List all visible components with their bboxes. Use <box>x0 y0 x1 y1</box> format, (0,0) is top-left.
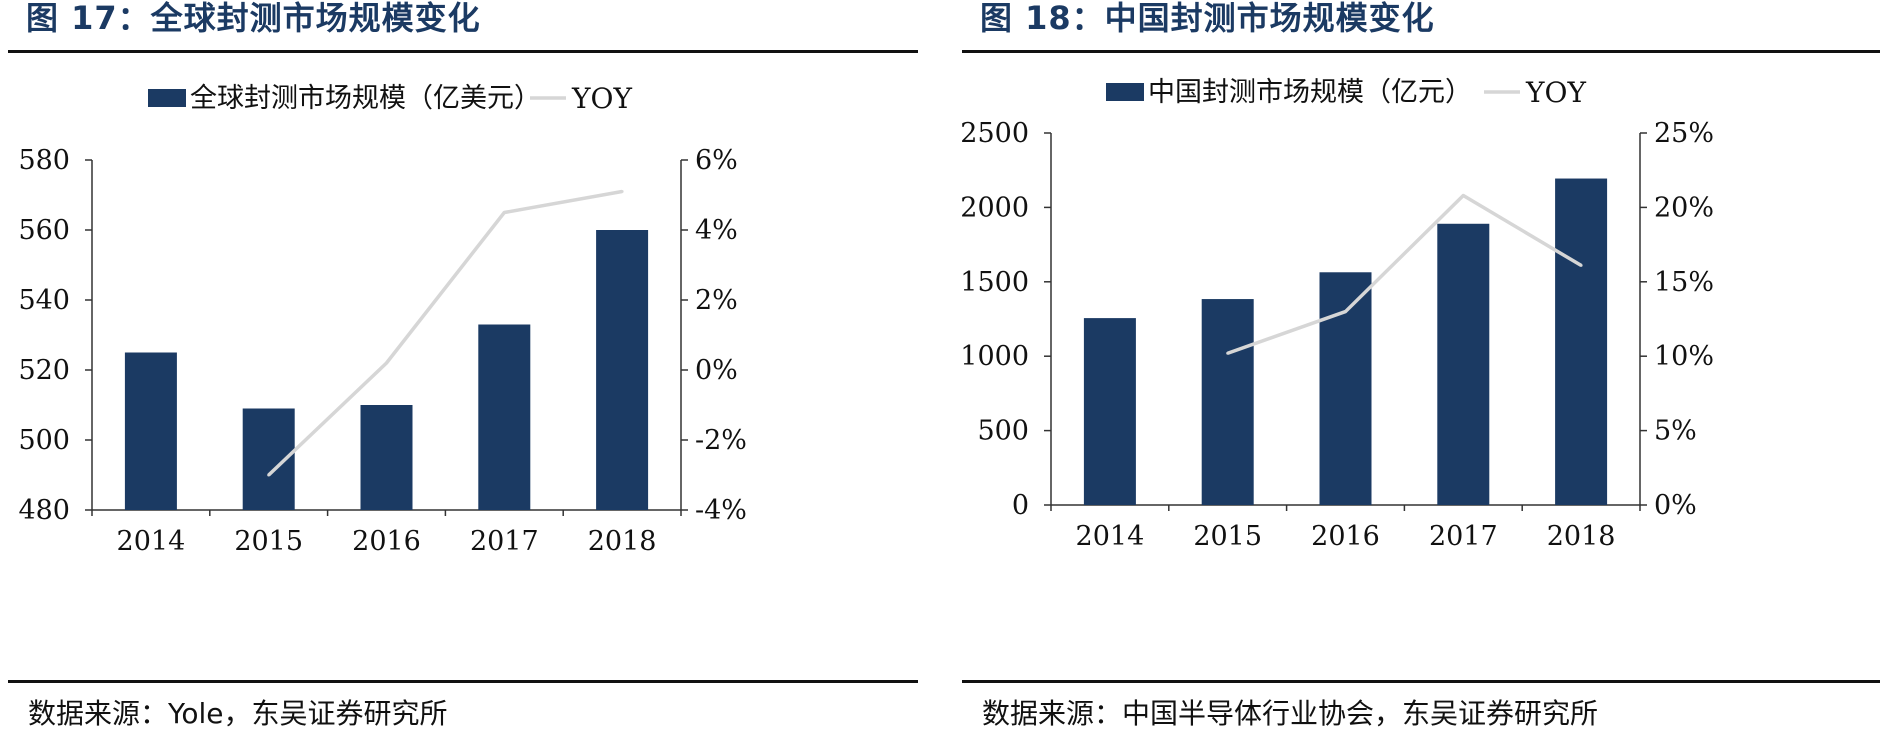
y2-tick-label: 4% <box>695 215 738 246</box>
x-tick-label: 2015 <box>1193 521 1262 552</box>
bar-2018 <box>1555 178 1608 505</box>
y2-tick-label: 25% <box>1654 118 1714 149</box>
title-rule <box>8 50 918 53</box>
bar-2017 <box>1437 223 1490 505</box>
yoy-point <box>502 211 506 214</box>
yoy-point <box>1226 351 1230 355</box>
yoy-point <box>620 190 624 193</box>
x-tick-label: 2014 <box>117 526 186 557</box>
y2-tick-label: -4% <box>695 495 747 526</box>
y-tick-label: 0 <box>1012 490 1029 521</box>
y-tick-label: 580 <box>18 145 70 176</box>
y2-tick-label: 0% <box>695 355 738 386</box>
y-tick-label: 540 <box>18 285 70 316</box>
legend-bar-swatch <box>148 89 186 107</box>
yoy-line <box>1227 193 1582 355</box>
y2-tick-label: 15% <box>1654 267 1714 298</box>
bar-2016 <box>1319 272 1372 505</box>
figure-title: 图 17：全球封测市场规模变化 <box>26 0 481 37</box>
source-note: 数据来源：Yole，东吴证券研究所 <box>28 697 448 730</box>
yoy-line <box>267 189 623 477</box>
legend-line-label: YOY <box>1525 76 1586 109</box>
x-tick-label: 2014 <box>1076 521 1145 552</box>
bar-2018 <box>596 230 649 510</box>
global-chart: 580 560 540 520 500 480 6% 4% 2% 0% -2% -4% 2014 2015… <box>18 82 747 557</box>
yoy-point <box>1579 263 1583 267</box>
y-tick-label: 500 <box>977 416 1029 447</box>
y2-tick-label: 0% <box>1654 490 1697 521</box>
y-tick-label: 500 <box>18 425 70 456</box>
source-rule <box>962 680 1880 683</box>
bar-2017 <box>478 324 531 510</box>
yoy-point <box>1461 193 1465 197</box>
bar-2016 <box>360 405 413 510</box>
y-tick-label: 520 <box>18 355 70 386</box>
y-tick-label: 1500 <box>962 267 1029 298</box>
figure-18-panel: 图 18：中国封测市场规模变化 2500 2000 1500 1000 500 0 25% 2… <box>962 0 1880 739</box>
legend-bar-label: 中国封测市场规模（亿元） <box>1148 77 1472 108</box>
bar-2014 <box>124 352 177 510</box>
china-chart: 2500 2000 1500 1000 500 0 25% 20% 15% 10% 5% 0% 2014… <box>962 76 1714 552</box>
x-tick-label: 2016 <box>1311 521 1380 552</box>
y2-tick-label: 5% <box>1654 416 1697 447</box>
y-tick-label: 1000 <box>962 341 1029 372</box>
legend-bar-swatch <box>1106 83 1144 101</box>
bar-2014 <box>1083 318 1136 505</box>
source-rule <box>8 680 918 683</box>
y2-tick-label: 2% <box>695 285 738 316</box>
y-tick-label: 480 <box>18 495 70 526</box>
x-tick-label: 2015 <box>234 526 303 557</box>
y2-tick-label: 6% <box>695 145 738 176</box>
legend-bar-label: 全球封测市场规模（亿美元） <box>190 83 541 114</box>
yoy-point <box>1344 310 1347 314</box>
x-tick-label: 2016 <box>352 526 421 557</box>
y-tick-label: 560 <box>18 215 70 246</box>
x-tick-label: 2018 <box>1547 521 1616 552</box>
yoy-point <box>385 361 388 365</box>
x-tick-label: 2017 <box>1429 521 1498 552</box>
x-tick-label: 2018 <box>588 526 657 557</box>
y-tick-label: 2000 <box>962 192 1029 223</box>
figure-title: 图 18：中国封测市场规模变化 <box>980 0 1435 37</box>
bar-2015 <box>1201 299 1254 505</box>
y-tick-label: 2500 <box>962 118 1029 149</box>
x-tick-label: 2017 <box>470 526 539 557</box>
figure-17-panel: 图 17：全球封测市场规模变化 580 560 540 520 500 480 6% 4% 2%… <box>8 0 918 739</box>
y2-tick-label: -2% <box>695 425 747 456</box>
y2-tick-label: 20% <box>1654 192 1714 223</box>
source-note: 数据来源：中国半导体行业协会，东吴证券研究所 <box>982 697 1599 730</box>
title-rule <box>962 50 1880 53</box>
legend-line-label: YOY <box>571 82 632 115</box>
y2-tick-label: 10% <box>1654 341 1714 372</box>
yoy-point <box>267 473 271 477</box>
